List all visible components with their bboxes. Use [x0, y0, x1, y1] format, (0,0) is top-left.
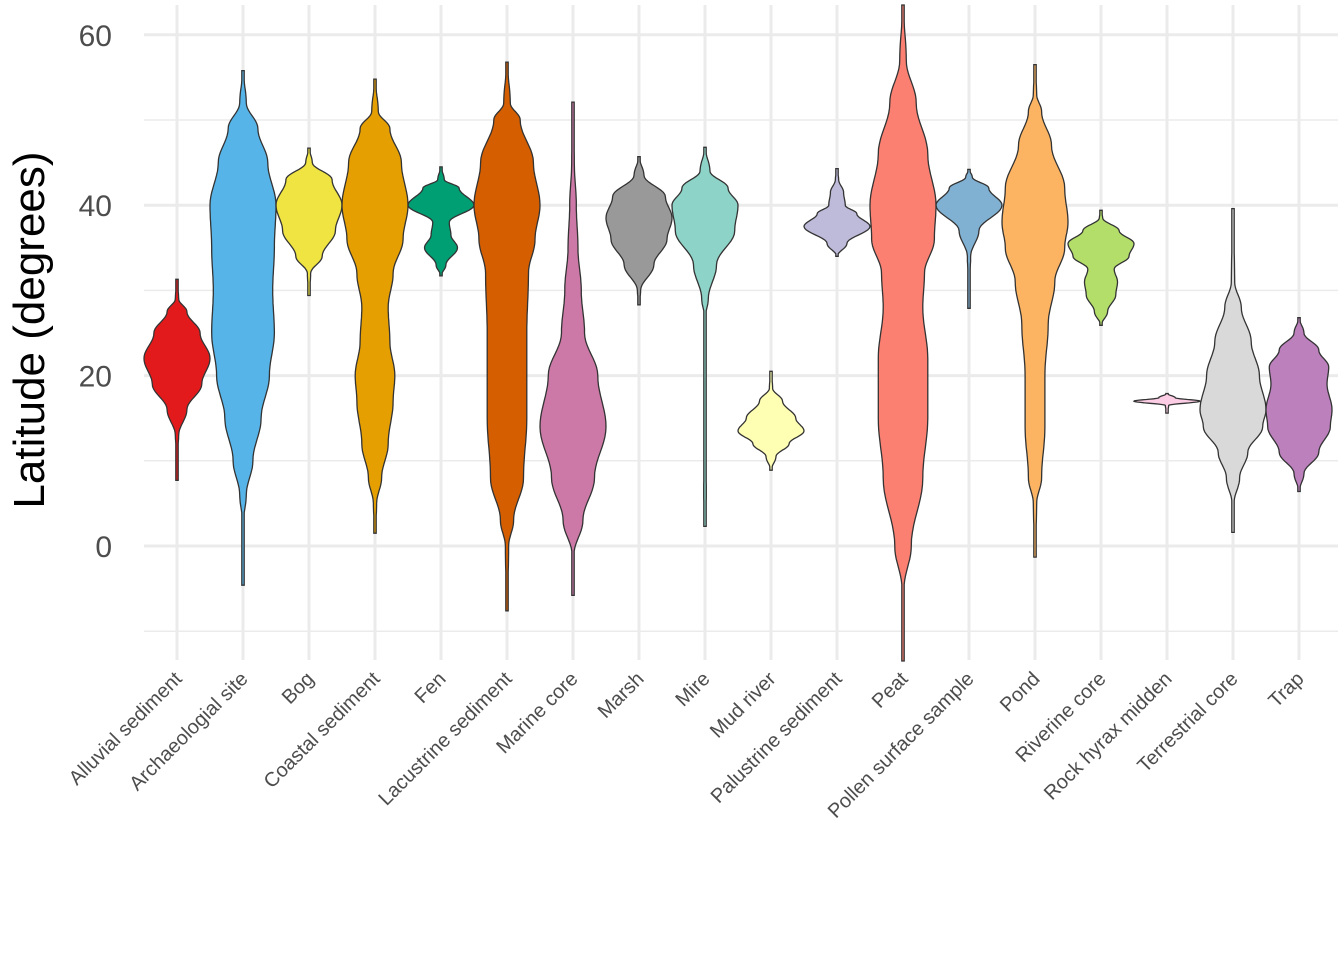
y-tick-label: 20 — [79, 361, 112, 394]
violin-pollen-surface-sample — [935, 168, 1003, 309]
y-tick-label: 60 — [79, 20, 112, 53]
violin-lacustrine-sediment — [473, 61, 541, 612]
violin-bog — [275, 147, 343, 297]
x-tick-label: Trap — [1264, 668, 1308, 712]
violins — [143, 4, 1333, 662]
violin-archaeologial-site — [209, 69, 277, 586]
violin-palustrine-sediment — [803, 167, 871, 257]
violin-riverine-core — [1067, 209, 1135, 326]
violin-rock-hyrax-midden — [1132, 392, 1202, 414]
grid — [144, 5, 1338, 660]
violin-alluvial-sediment — [143, 278, 211, 482]
y-tick-label: 40 — [79, 190, 112, 223]
violin-peat — [869, 4, 937, 662]
x-tick-label: Palustrine sediment — [707, 668, 847, 808]
violin-terrestrial-core — [1199, 207, 1267, 534]
violin-coastal-sediment — [341, 78, 409, 534]
x-tick-label: Coastal sediment — [260, 668, 385, 793]
x-tick-label: Marsh — [594, 668, 649, 723]
violin-mire — [671, 146, 739, 528]
y-axis-ticks: 0 20 40 60 — [79, 20, 112, 564]
violin-pond — [1001, 63, 1069, 558]
x-tick-label: Bog — [278, 668, 319, 709]
x-tick-label: Peat — [868, 668, 913, 713]
x-tick-label: Alluvial sediment — [65, 668, 187, 790]
y-axis-label: Latitude (degrees) — [5, 151, 54, 508]
x-tick-label: Pond — [996, 668, 1045, 717]
x-tick-label: Fen — [411, 668, 451, 708]
violin-trap — [1265, 317, 1333, 493]
x-tick-label: Mire — [671, 668, 714, 711]
violin-mud-river — [737, 370, 805, 471]
x-tick-label: Rock hyrax midden — [1040, 668, 1177, 805]
violin-fen — [407, 166, 475, 277]
violin-marsh — [605, 155, 673, 306]
x-tick-label: Archaeologial site — [125, 668, 252, 795]
violin-marine-core — [539, 101, 607, 597]
y-tick-label: 0 — [95, 531, 112, 564]
